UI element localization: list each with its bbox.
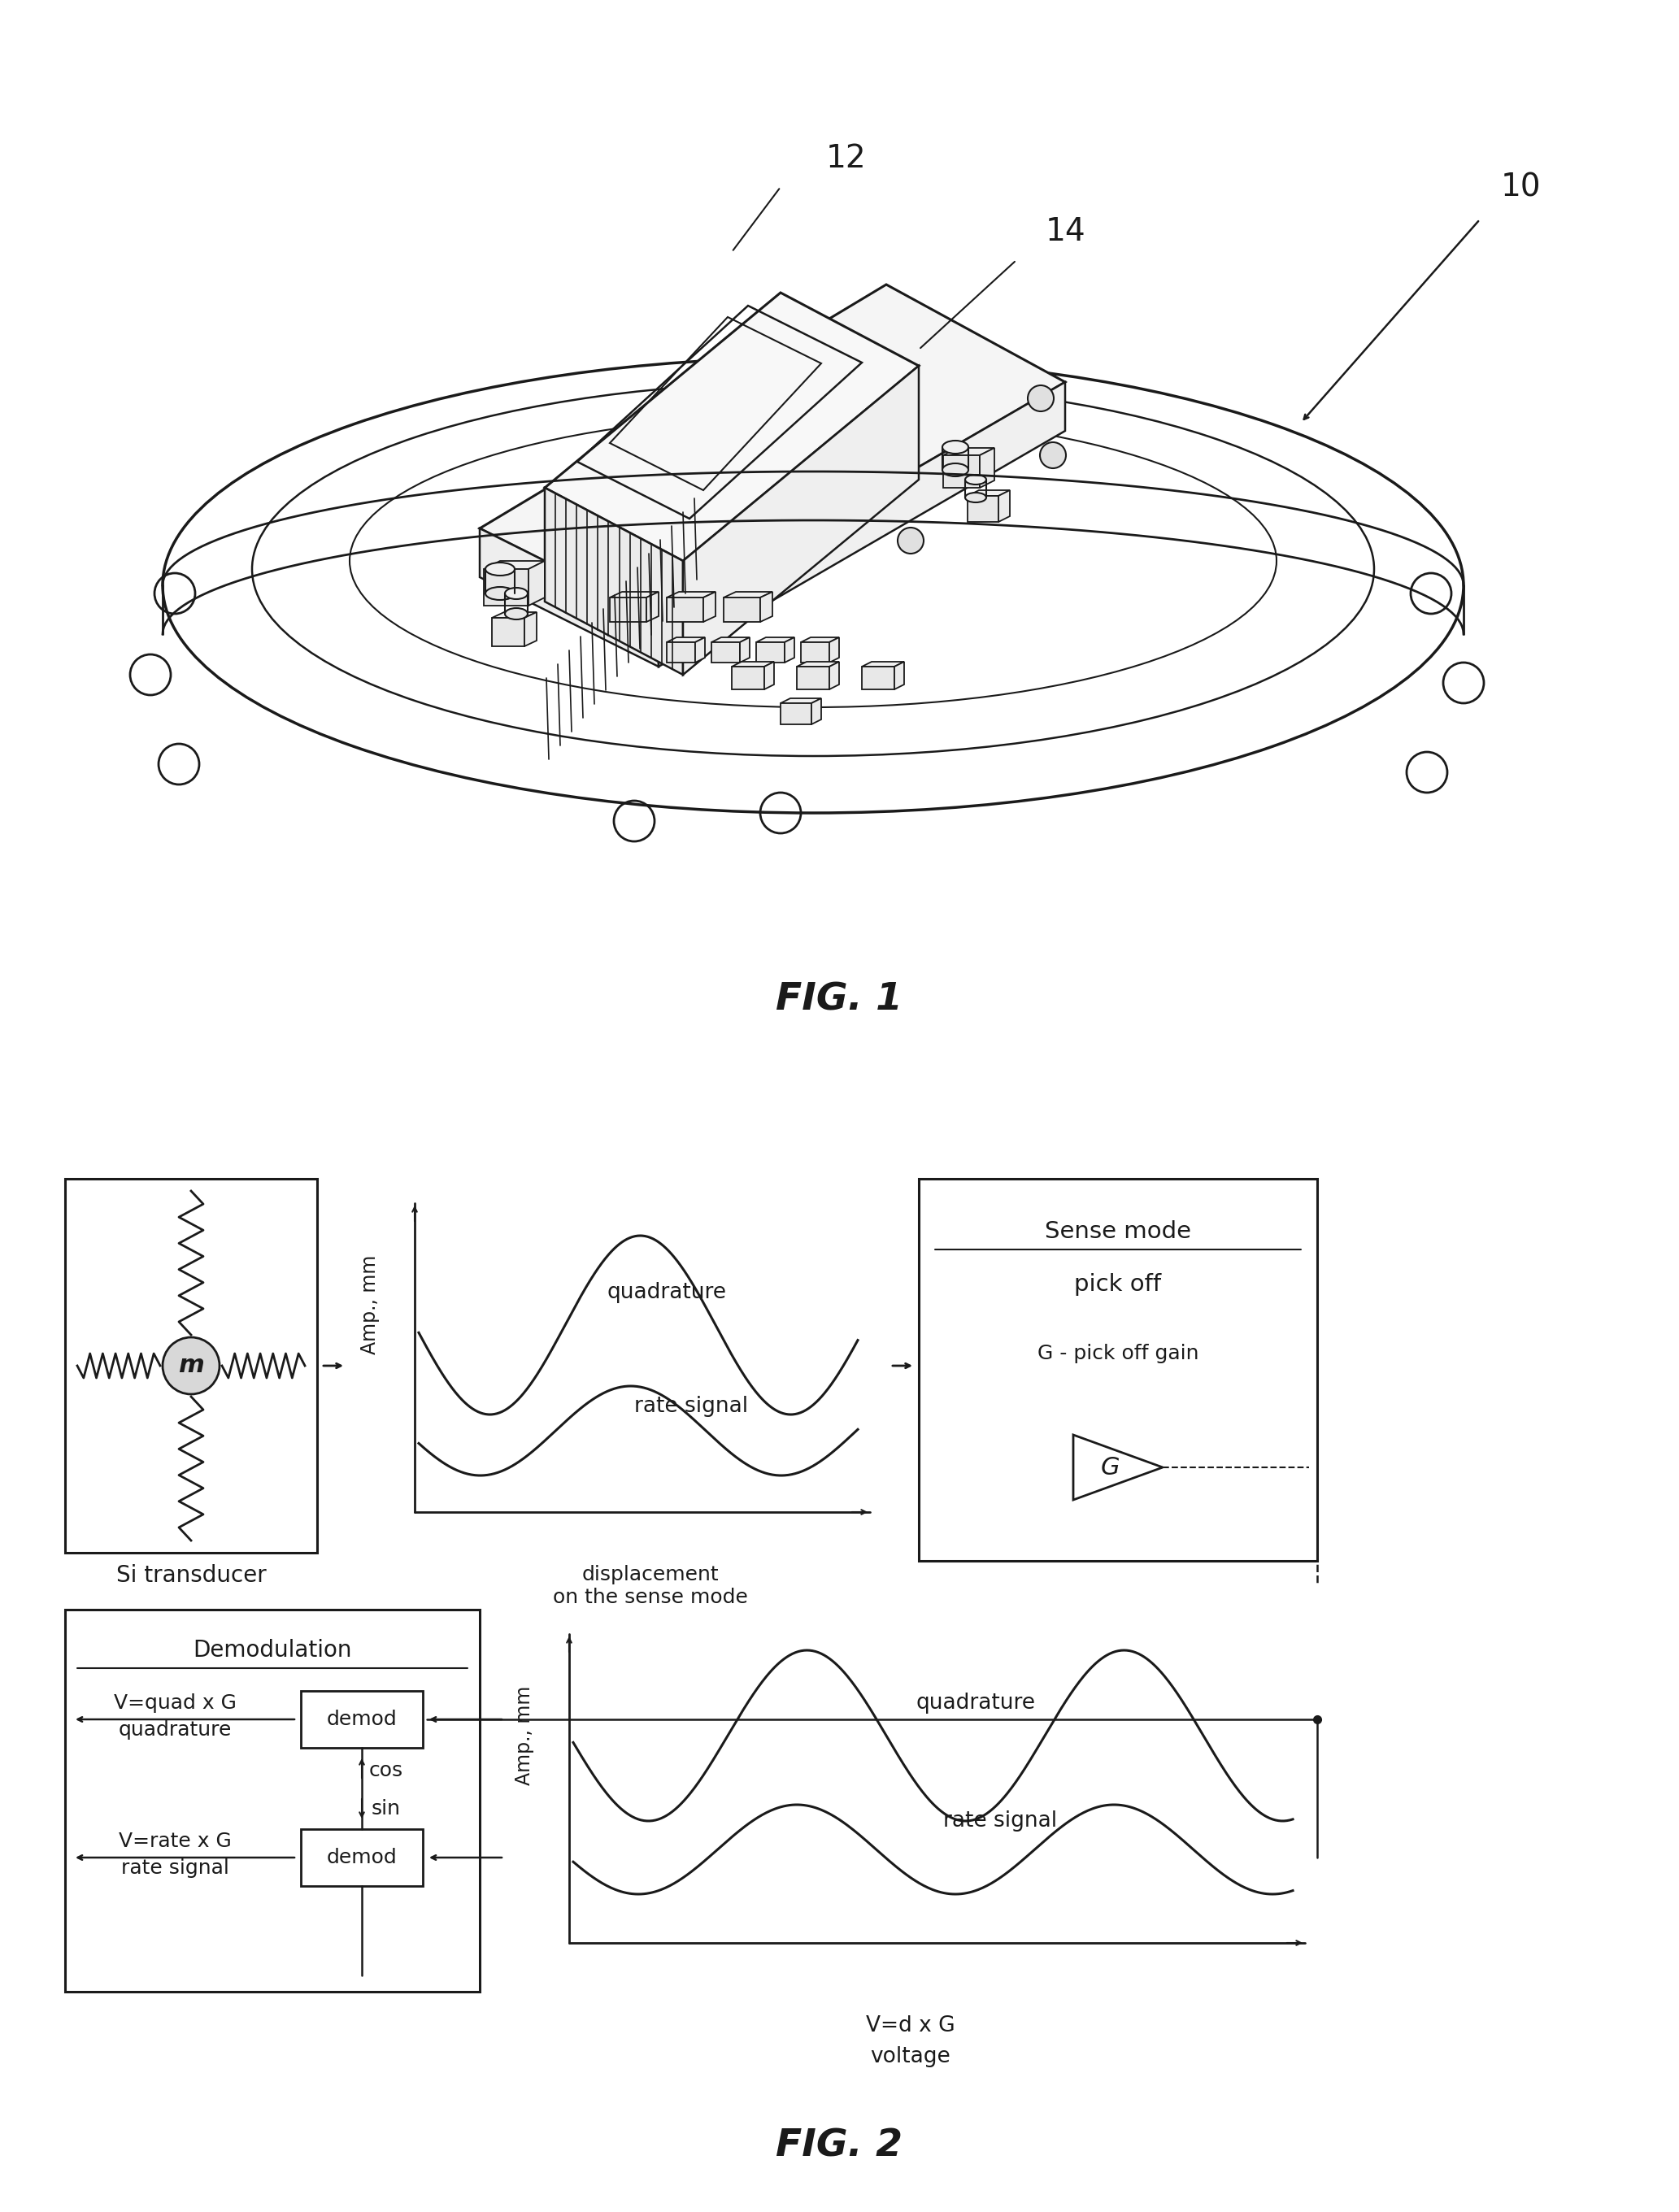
Polygon shape [683,365,918,675]
Text: rate signal: rate signal [121,1858,228,1878]
Text: m: m [178,1354,203,1378]
Polygon shape [740,637,749,664]
Text: quadrature: quadrature [917,1692,1036,1714]
Text: voltage: voltage [870,2046,950,2068]
Circle shape [163,1338,220,1394]
Polygon shape [829,661,840,690]
Text: 14: 14 [1044,217,1085,248]
Text: V=d x G: V=d x G [866,2015,955,2037]
Polygon shape [544,489,683,675]
Ellipse shape [942,440,969,453]
Text: pick off: pick off [1075,1274,1162,1296]
Polygon shape [756,641,784,664]
Polygon shape [861,661,903,666]
Polygon shape [829,637,840,664]
Bar [65,1179,317,1553]
Polygon shape [712,637,749,641]
Polygon shape [798,661,840,666]
Polygon shape [667,593,715,597]
Text: 12: 12 [826,144,866,175]
Text: rate signal: rate signal [944,1809,1058,1832]
Text: 10: 10 [1501,173,1541,204]
Polygon shape [609,593,658,597]
Polygon shape [944,456,981,489]
Polygon shape [732,666,764,690]
Polygon shape [646,593,658,622]
Circle shape [1028,385,1054,411]
Polygon shape [781,699,821,703]
Polygon shape [861,666,895,690]
Polygon shape [658,383,1064,666]
Polygon shape [524,613,537,646]
Polygon shape [712,641,740,664]
Polygon shape [801,637,840,641]
Polygon shape [798,666,829,690]
Polygon shape [704,593,715,622]
Polygon shape [480,529,658,666]
Text: sin: sin [371,1798,401,1818]
Text: quadrature: quadrature [608,1283,727,1303]
Polygon shape [484,568,529,606]
Polygon shape [529,562,544,606]
Polygon shape [724,597,761,622]
Text: G - pick off gain: G - pick off gain [1038,1343,1199,1363]
Text: Sense mode: Sense mode [1044,1221,1190,1243]
Polygon shape [667,597,704,622]
Polygon shape [695,637,705,664]
Polygon shape [999,491,1009,522]
Polygon shape [781,703,811,723]
Text: rate signal: rate signal [635,1396,749,1418]
Ellipse shape [965,493,986,502]
Circle shape [1039,442,1066,469]
Text: Amp., mm: Amp., mm [515,1686,534,1785]
Polygon shape [764,661,774,690]
Text: V=rate x G: V=rate x G [119,1832,232,1851]
Polygon shape [732,661,774,666]
Polygon shape [967,491,1009,495]
Text: demod: demod [326,1847,398,1867]
Polygon shape [609,597,646,622]
Ellipse shape [505,588,527,599]
Text: V=quad x G: V=quad x G [114,1694,237,1712]
Polygon shape [801,641,829,664]
Text: quadrature: quadrature [118,1721,232,1739]
Text: Si transducer: Si transducer [116,1564,267,1586]
Polygon shape [784,637,794,664]
Polygon shape [724,593,772,597]
Ellipse shape [942,462,969,476]
Bar [301,1690,423,1747]
Polygon shape [967,495,999,522]
Text: Demodulation: Demodulation [193,1639,353,1661]
Ellipse shape [505,608,527,619]
Bar [65,1610,480,1991]
Circle shape [898,529,923,553]
Text: demod: demod [326,1710,398,1730]
Polygon shape [761,593,772,622]
Text: FIG. 1: FIG. 1 [776,982,903,1018]
Polygon shape [944,447,994,456]
Text: G: G [1100,1455,1120,1480]
Polygon shape [492,613,537,617]
Polygon shape [492,617,524,646]
Polygon shape [484,562,544,568]
Polygon shape [480,285,1064,617]
Bar [301,1829,423,1887]
Polygon shape [667,637,705,641]
Polygon shape [667,641,695,664]
Ellipse shape [485,562,515,575]
Text: cos: cos [369,1761,403,1781]
Ellipse shape [965,476,986,484]
Bar [918,1179,1318,1562]
Text: Amp., mm: Amp., mm [361,1254,379,1354]
Polygon shape [895,661,903,690]
Polygon shape [756,637,794,641]
Ellipse shape [485,586,515,599]
Polygon shape [811,699,821,723]
Polygon shape [981,447,994,489]
Polygon shape [544,292,918,562]
Text: FIG. 2: FIG. 2 [776,2128,903,2166]
Text: displacement
on the sense mode: displacement on the sense mode [552,1564,747,1606]
